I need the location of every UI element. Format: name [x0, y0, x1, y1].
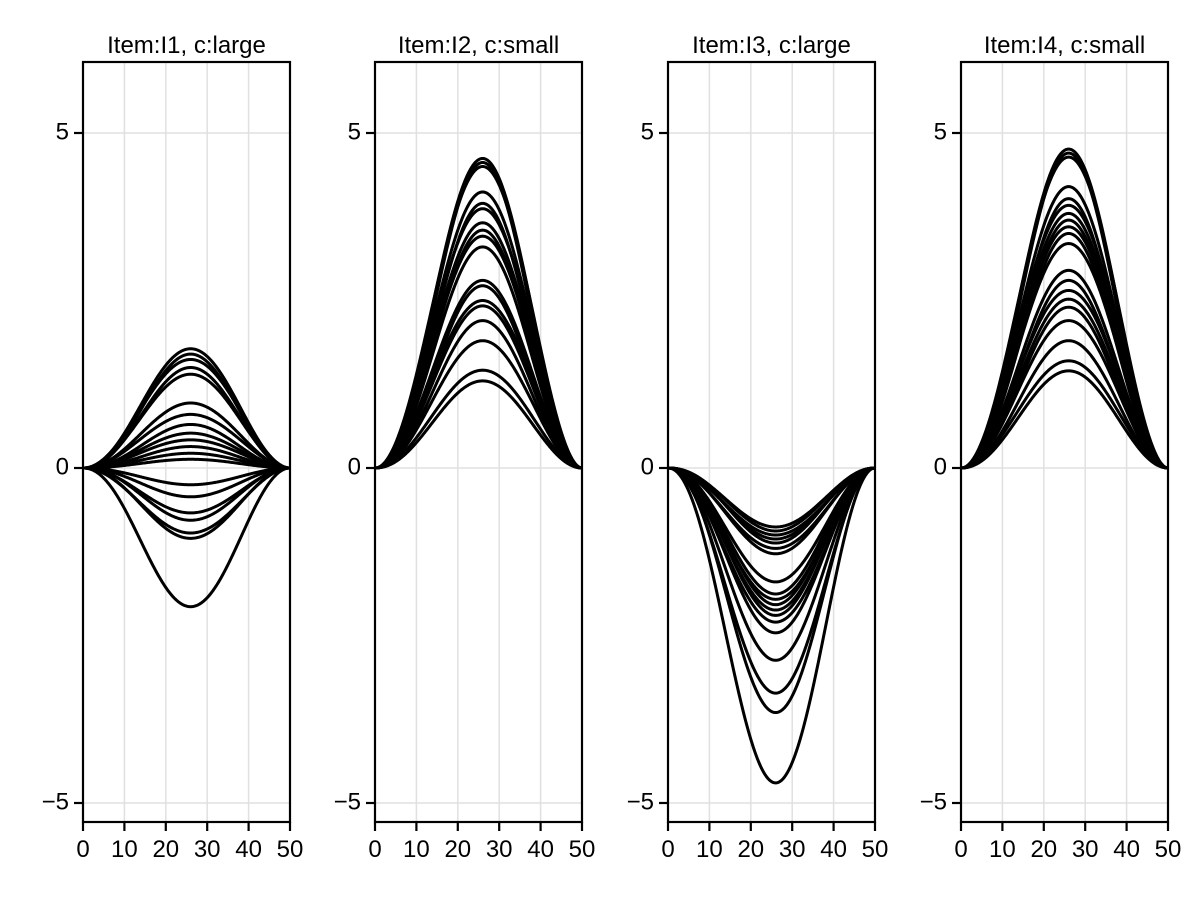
data-curve	[667, 466, 876, 715]
x-tick-label: 30	[193, 836, 221, 863]
y-tick-label: −5	[626, 788, 654, 816]
data-curve	[374, 368, 583, 470]
x-tick-label: 40	[1113, 836, 1140, 863]
data-curve	[667, 466, 876, 662]
data-curve	[82, 457, 291, 470]
panel-border	[666, 60, 877, 824]
data-curve	[82, 357, 291, 470]
y-tick-label: 5	[347, 118, 361, 146]
data-curve	[82, 466, 291, 609]
y-tick-label: 0	[640, 453, 654, 481]
data-curve	[82, 466, 291, 522]
x-tick-label: 40	[820, 836, 847, 863]
data-curve	[960, 242, 1169, 470]
x-tick-label: 50	[276, 836, 304, 863]
data-curve	[667, 466, 876, 545]
x-tick-label: 20	[152, 836, 180, 863]
y-tick-label: 5	[55, 118, 69, 146]
x-tick-label: 10	[696, 836, 723, 863]
data-curve	[960, 203, 1169, 470]
x-tick-label: 0	[661, 836, 675, 863]
x-tick-label: 0	[76, 836, 90, 863]
x-tick-label: 10	[403, 836, 430, 863]
x-tick-label: 10	[111, 836, 138, 863]
data-curve	[374, 379, 583, 470]
data-curve	[374, 165, 583, 470]
x-tick-label: 40	[527, 836, 554, 863]
data-curve	[82, 438, 291, 470]
y-tick-label: 0	[933, 453, 947, 481]
data-curve	[374, 339, 583, 470]
y-tick-label: 0	[55, 453, 69, 481]
x-tick-label: 50	[861, 836, 889, 863]
y-tick-label: −5	[919, 788, 947, 816]
x-tick-label: 30	[1071, 836, 1099, 863]
x-tick-label: 30	[778, 836, 806, 863]
data-curve	[374, 299, 583, 470]
data-curve	[667, 466, 876, 617]
x-tick-label: 50	[1154, 836, 1182, 863]
data-curve	[82, 466, 291, 487]
data-curve	[667, 466, 876, 556]
data-curve	[960, 288, 1169, 470]
data-curve	[82, 412, 291, 470]
panel-title-i3: Item:I3, c:large	[692, 32, 851, 59]
y-tick-label: −5	[333, 788, 361, 816]
data-curve	[667, 466, 876, 635]
panel-border	[81, 60, 292, 824]
data-curve	[82, 466, 291, 540]
x-tick-label: 30	[485, 836, 513, 863]
panel-title-i4: Item:I4, c:small	[983, 32, 1146, 59]
data-curve	[960, 369, 1169, 470]
data-curve	[374, 234, 583, 470]
data-curve	[374, 207, 583, 470]
x-tick-label: 20	[1030, 836, 1058, 863]
data-curve	[667, 466, 876, 607]
y-tick-label: 0	[347, 453, 361, 481]
x-tick-label: 20	[444, 836, 472, 863]
data-curve	[374, 304, 583, 470]
panel-title-i2: Item:I2, c:small	[397, 32, 560, 59]
data-curve	[82, 466, 291, 499]
x-tick-label: 40	[235, 836, 262, 863]
data-curve	[667, 466, 876, 785]
y-tick-label: 5	[640, 118, 654, 146]
data-curve	[960, 359, 1169, 470]
x-tick-label: 20	[737, 836, 765, 863]
x-tick-label: 50	[568, 836, 596, 863]
y-tick-label: −5	[41, 788, 69, 816]
x-tick-label: 0	[368, 836, 382, 863]
panel-title-i1: Item:I1, c:large	[107, 32, 266, 59]
data-curve	[960, 155, 1169, 470]
y-tick-label: 5	[933, 118, 947, 146]
x-tick-label: 10	[989, 836, 1016, 863]
data-curve	[960, 319, 1169, 470]
panel-border	[959, 60, 1170, 824]
data-curve	[82, 372, 291, 470]
data-curve	[374, 245, 583, 470]
panel-border	[373, 60, 584, 824]
x-tick-label: 0	[954, 836, 968, 863]
